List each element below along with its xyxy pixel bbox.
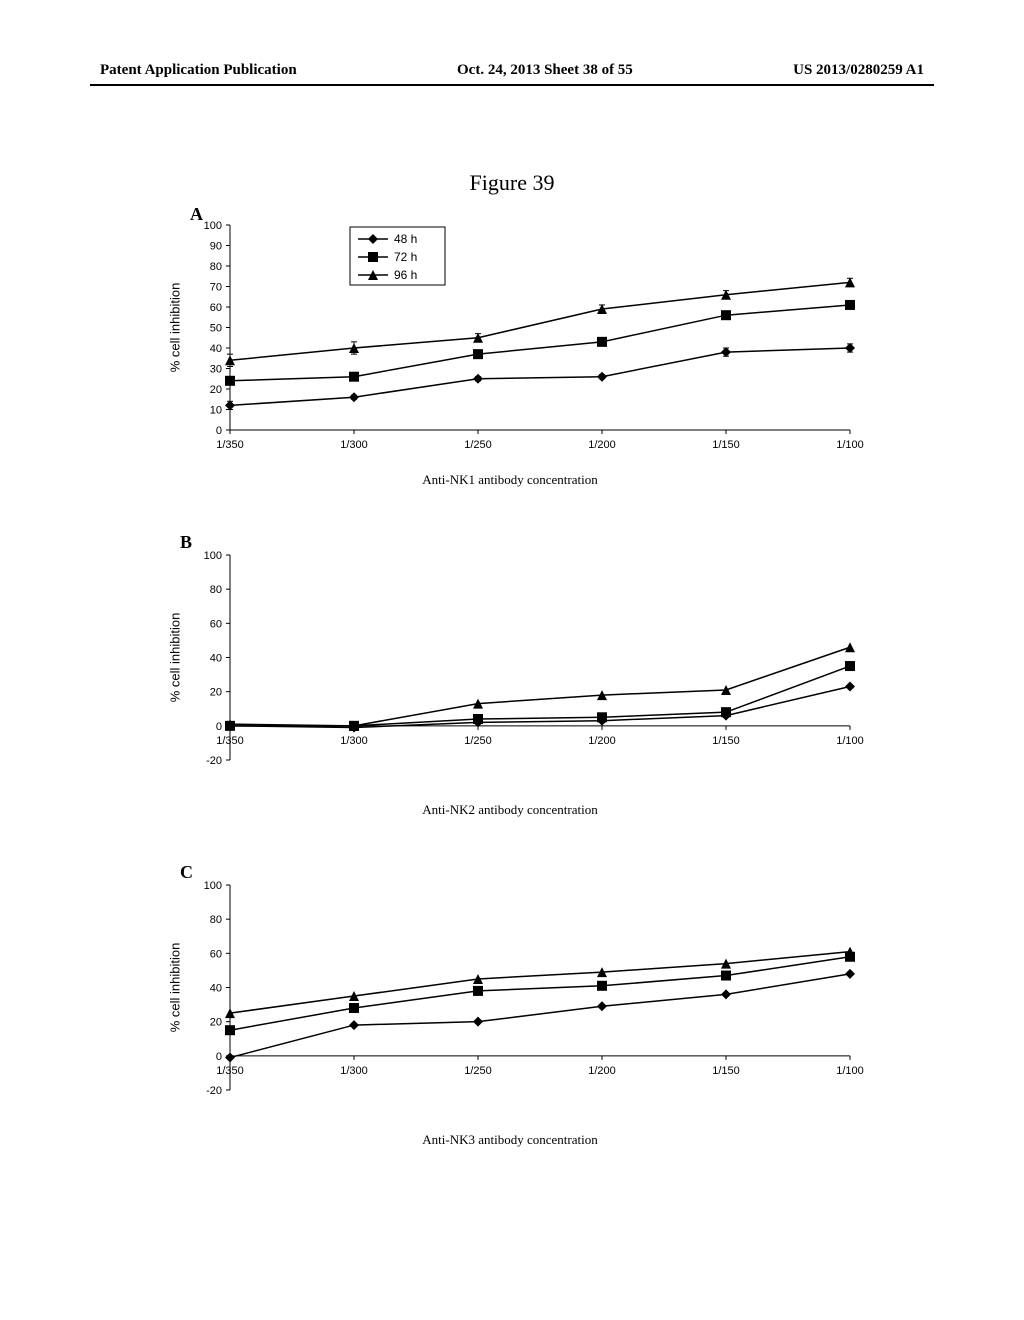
svg-text:1/250: 1/250: [464, 735, 492, 747]
svg-text:60: 60: [210, 948, 222, 960]
panel-label-b: B: [180, 532, 192, 553]
svg-text:1/250: 1/250: [464, 439, 492, 451]
svg-text:1/300: 1/300: [340, 735, 368, 747]
svg-text:100: 100: [204, 880, 222, 892]
x-axis-label-c: Anti-NK3 antibody concentration: [150, 1132, 870, 1148]
chart-panel-a: A % cell inhibition 01020304050607080901…: [150, 210, 870, 510]
chart-panel-c: C % cell inhibition -200204060801001/350…: [150, 870, 870, 1170]
svg-text:20: 20: [210, 687, 222, 699]
svg-text:0: 0: [216, 721, 222, 733]
svg-text:1/100: 1/100: [836, 735, 864, 747]
svg-text:10: 10: [210, 405, 222, 417]
panel-label-a: A: [190, 204, 203, 225]
svg-text:-20: -20: [206, 1085, 222, 1097]
svg-text:50: 50: [210, 323, 222, 335]
svg-text:1/350: 1/350: [216, 439, 244, 451]
svg-text:1/150: 1/150: [712, 735, 740, 747]
svg-text:96 h: 96 h: [394, 268, 417, 282]
svg-text:100: 100: [204, 550, 222, 562]
header-rule: [90, 84, 934, 86]
svg-text:1/150: 1/150: [712, 1065, 740, 1077]
svg-text:1/300: 1/300: [340, 439, 368, 451]
svg-text:80: 80: [210, 261, 222, 273]
svg-text:60: 60: [210, 618, 222, 630]
page-header: Patent Application Publication Oct. 24, …: [0, 62, 1024, 79]
x-axis-label-b: Anti-NK2 antibody concentration: [150, 802, 870, 818]
chart-svg-a: 0 10 20 30 40 50 60 70 80 90 100 1/350 1/300 1/250 1/2…: [150, 210, 870, 470]
svg-text:40: 40: [210, 343, 222, 355]
svg-text:1/100: 1/100: [836, 439, 864, 451]
header-right: US 2013/0280259 A1: [793, 62, 924, 79]
svg-text:1/150: 1/150: [712, 439, 740, 451]
svg-text:20: 20: [210, 384, 222, 396]
svg-text:0: 0: [216, 1051, 222, 1063]
svg-text:1/250: 1/250: [464, 1065, 492, 1077]
svg-text:80: 80: [210, 914, 222, 926]
svg-text:72 h: 72 h: [394, 250, 417, 264]
svg-text:0: 0: [216, 425, 222, 437]
y-axis-label-a: % cell inhibition: [167, 283, 182, 373]
panel-label-c: C: [180, 862, 193, 883]
svg-text:60: 60: [210, 302, 222, 314]
svg-text:1/300: 1/300: [340, 1065, 368, 1077]
svg-text:48 h: 48 h: [394, 232, 417, 246]
chart-svg-b: -200204060801001/3501/3001/2501/2001/150…: [150, 540, 870, 800]
header-center: Oct. 24, 2013 Sheet 38 of 55: [457, 62, 633, 79]
svg-text:30: 30: [210, 364, 222, 376]
svg-text:90: 90: [210, 241, 222, 253]
svg-text:40: 40: [210, 983, 222, 995]
y-axis-label-c: % cell inhibition: [167, 943, 182, 1033]
figure-title: Figure 39: [0, 170, 1024, 196]
svg-text:1/200: 1/200: [588, 735, 616, 747]
chart-panel-b: B % cell inhibition -200204060801001/350…: [150, 540, 870, 840]
svg-text:20: 20: [210, 1017, 222, 1029]
svg-text:-20: -20: [206, 755, 222, 767]
svg-text:80: 80: [210, 584, 222, 596]
chart-svg-c: -200204060801001/3501/3001/2501/2001/150…: [150, 870, 870, 1130]
header-left: Patent Application Publication: [100, 62, 297, 79]
svg-text:1/200: 1/200: [588, 439, 616, 451]
svg-text:40: 40: [210, 653, 222, 665]
y-axis-label-b: % cell inhibition: [167, 613, 182, 703]
x-axis-label-a: Anti-NK1 antibody concentration: [150, 472, 870, 488]
svg-text:1/100: 1/100: [836, 1065, 864, 1077]
svg-text:1/200: 1/200: [588, 1065, 616, 1077]
svg-text:100: 100: [204, 220, 222, 232]
svg-text:70: 70: [210, 282, 222, 294]
